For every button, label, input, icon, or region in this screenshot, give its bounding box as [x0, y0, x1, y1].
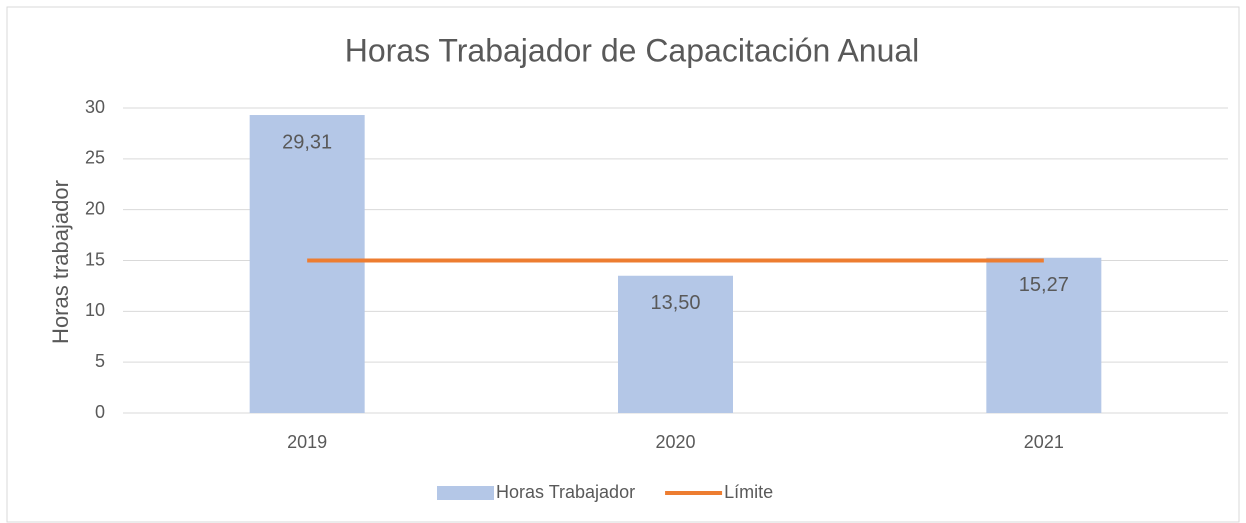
y-tick-label: 15 — [85, 249, 105, 269]
legend-label: Límite — [724, 482, 773, 502]
x-tick-label: 2020 — [655, 432, 695, 452]
data-label: 29,31 — [282, 131, 332, 153]
data-label: 15,27 — [1019, 274, 1069, 296]
x-tick-label: 2019 — [287, 432, 327, 452]
bar — [618, 275, 733, 413]
legend-swatch — [437, 486, 494, 500]
y-tick-label: 5 — [95, 351, 105, 371]
bar — [249, 115, 365, 413]
legend-label: Horas Trabajador — [496, 482, 635, 502]
y-tick-label: 30 — [85, 97, 105, 117]
y-tick-label: 20 — [85, 198, 105, 218]
y-tick-label: 10 — [85, 300, 105, 320]
chart-title: Horas Trabajador de Capacitación Anual — [345, 32, 920, 68]
bar — [986, 257, 1102, 413]
data-label: 13,50 — [650, 292, 700, 314]
y-tick-label: 0 — [95, 402, 105, 422]
y-tick-label: 25 — [85, 148, 105, 168]
x-tick-label: 2021 — [1024, 432, 1064, 452]
y-axis-label: Horas trabajador — [48, 180, 73, 344]
